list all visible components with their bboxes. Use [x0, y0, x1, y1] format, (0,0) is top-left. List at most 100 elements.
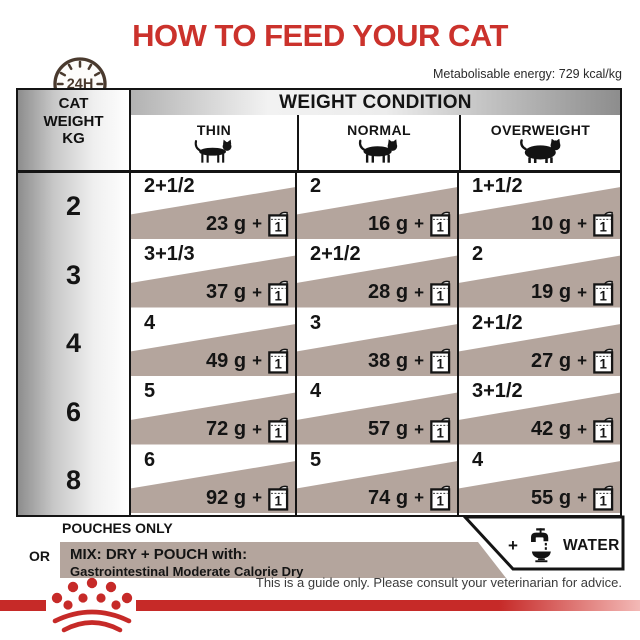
footer-red-bar-right	[136, 600, 640, 611]
sachet-count: 1	[599, 220, 607, 235]
sachet-count: 1	[274, 220, 282, 235]
sachet-count: 1	[436, 425, 444, 440]
plus-sign: +	[252, 419, 262, 439]
table-row: 6 5 72 g + 1 4 57 g + 1	[18, 378, 620, 447]
pouch-sachet-icon: 1	[430, 485, 451, 511]
cat-weight-cell: 3	[18, 241, 129, 310]
pouch-count: 6	[144, 448, 156, 471]
plus-sign: +	[414, 488, 424, 507]
dry-grams: 55 g	[531, 486, 572, 509]
mix-title: MIX: DRY + POUCH with:	[70, 546, 248, 563]
pouch-sachet-icon: 1	[593, 417, 614, 443]
pouch-count: 4	[144, 311, 156, 334]
thin-cat-icon	[194, 139, 232, 163]
column-header-thin: THIN	[131, 115, 297, 170]
table-row: 8 6 92 g + 1 5 74 g + 1	[18, 446, 620, 516]
table-row: 3 3+1/3 37 g + 1 2+1/2 28 g + 1	[18, 241, 620, 310]
sachet-count: 1	[599, 288, 607, 303]
pouch-sachet-icon: 1	[593, 485, 614, 511]
feeding-cell: 4 49 g + 1	[129, 309, 295, 378]
dry-amount-line: 23 g + 1	[206, 211, 289, 237]
feeding-cell: 5 72 g + 1	[129, 378, 295, 447]
plus-sign: +	[414, 419, 424, 439]
condition-subheader-row: THIN NORMAL	[129, 115, 620, 170]
feeding-cell: 2 16 g + 1	[295, 172, 457, 241]
pouch-sachet-icon: 1	[593, 211, 614, 237]
dry-amount-line: 19 g + 1	[531, 280, 614, 306]
dry-amount-line: 72 g + 1	[206, 417, 289, 443]
pouch-sachet-icon: 1	[430, 280, 451, 306]
cat-weight-cell: 2	[18, 173, 129, 242]
plus-sign: +	[577, 214, 587, 233]
column-label: OVERWEIGHT	[490, 122, 591, 138]
dry-amount-line: 27 g + 1	[531, 348, 614, 374]
sachet-count: 1	[274, 425, 282, 440]
energy-note: Metabolisable energy: 729 kcal/kg	[432, 67, 622, 81]
water-tap-icon	[530, 528, 551, 563]
dry-grams: 74 g	[368, 486, 409, 509]
pouch-count: 4	[472, 448, 484, 471]
feeding-cell: 4 55 g + 1	[457, 446, 620, 515]
overweight-cat-icon	[519, 139, 560, 163]
header-divider-line	[18, 170, 620, 173]
cat-weight-cell: 8	[18, 447, 129, 516]
dry-amount-line: 74 g + 1	[368, 485, 451, 511]
weight-condition-header: WEIGHT CONDITION	[129, 90, 620, 115]
pouch-count: 2+1/2	[310, 243, 361, 265]
feeding-cell: 2+1/2 27 g + 1	[457, 309, 620, 378]
normal-cat-icon	[358, 139, 398, 163]
dry-amount-line: 16 g + 1	[368, 211, 451, 237]
pouch-sachet-icon: 1	[430, 211, 451, 237]
sachet-count: 1	[274, 494, 282, 509]
dry-amount-line: 42 g + 1	[531, 417, 614, 443]
feeding-cell: 3+1/2 42 g + 1	[457, 378, 620, 447]
dry-grams: 57 g	[368, 418, 409, 440]
dry-amount-line: 57 g + 1	[368, 417, 451, 443]
sachet-count: 1	[599, 357, 607, 372]
feeding-cell: 4 57 g + 1	[295, 378, 457, 447]
dry-amount-line: 92 g + 1	[206, 485, 289, 511]
sachet-count: 1	[599, 494, 607, 509]
page-title: HOW TO FEED YOUR CAT	[132, 18, 508, 53]
plus-sign: +	[414, 351, 424, 370]
dry-grams: 23 g	[206, 212, 247, 235]
pouch-count: 3+1/3	[144, 243, 195, 265]
footer-red-bar-left	[0, 600, 46, 611]
feeding-cell: 1+1/2 10 g + 1	[457, 172, 620, 241]
plus-sign: +	[414, 214, 424, 233]
pouch-count: 2+1/2	[472, 311, 523, 334]
feeding-cell: 3+1/3 37 g + 1	[129, 241, 295, 310]
dry-amount-line: 49 g + 1	[206, 348, 289, 374]
sachet-count: 1	[274, 288, 282, 303]
weight-header-line: WEIGHT	[43, 112, 104, 130]
feeding-cell: 3 38 g + 1	[295, 309, 457, 378]
dry-grams: 42 g	[531, 418, 572, 440]
pouch-sachet-icon: 1	[430, 417, 451, 443]
pouch-sachet-icon: 1	[268, 280, 289, 306]
plus-sign: +	[577, 282, 587, 302]
water-plus-sign: +	[508, 535, 518, 555]
dry-grams: 49 g	[206, 349, 247, 372]
plus-sign: +	[577, 351, 587, 370]
pouch-sachet-icon: 1	[268, 417, 289, 443]
mix-option-band: MIX: DRY + POUCH with: Gastrointestinal …	[60, 542, 506, 578]
pouch-count: 5	[144, 380, 156, 402]
table-row: 2 2+1/2 23 g + 1 2 16 g + 1	[18, 172, 620, 242]
pouch-count: 3	[310, 311, 322, 334]
weight-column-header: CAT WEIGHT KG	[18, 95, 129, 148]
weight-header-line: CAT	[58, 95, 89, 112]
dry-grams: 38 g	[368, 349, 409, 372]
plus-sign: +	[252, 488, 262, 507]
water-box	[462, 515, 625, 571]
sachet-count: 1	[436, 357, 444, 372]
cat-weight-cell: 6	[18, 378, 129, 447]
cat-weight-value: 8	[65, 465, 82, 496]
cat-weight-value: 3	[65, 259, 82, 290]
pouch-sachet-icon: 1	[268, 485, 289, 511]
dry-amount-line: 10 g + 1	[531, 211, 614, 237]
disclaimer-text: This is a guide only. Please consult you…	[255, 575, 622, 590]
sachet-count: 1	[436, 288, 444, 303]
feeding-cell: 2+1/2 28 g + 1	[295, 241, 457, 310]
pouch-sachet-icon: 1	[430, 348, 451, 374]
